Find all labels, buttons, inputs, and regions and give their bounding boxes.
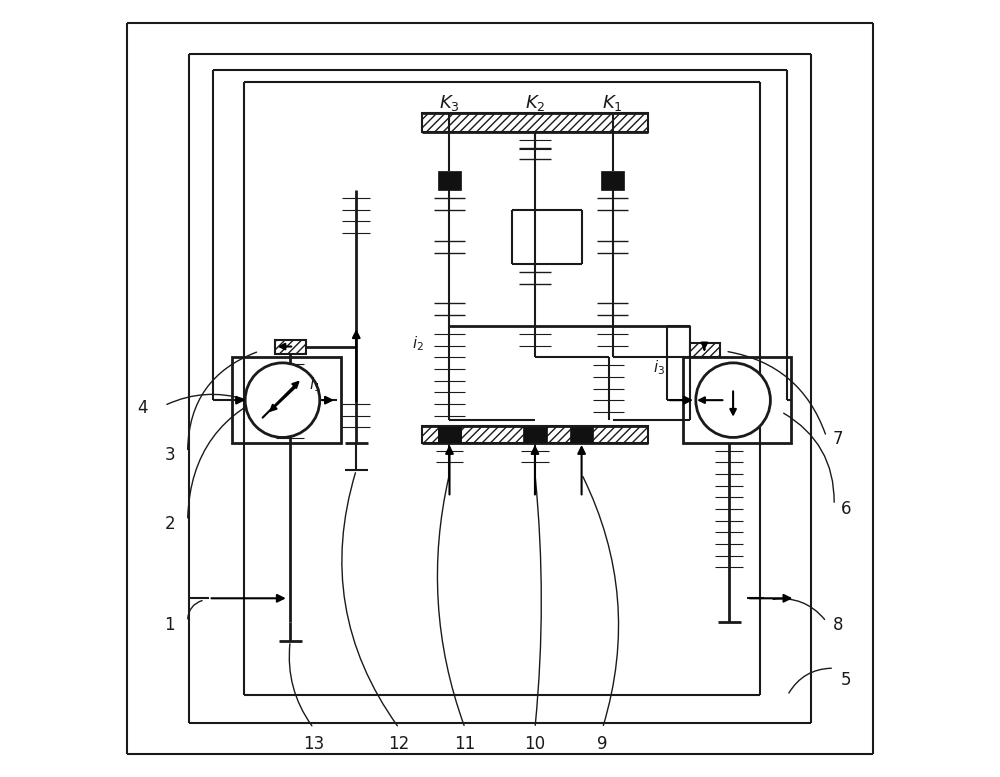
Text: 6: 6 bbox=[841, 500, 851, 518]
Bar bbox=[422, 113, 648, 132]
Bar bbox=[690, 343, 720, 357]
Bar bbox=[422, 426, 648, 443]
Text: $i_1$: $i_1$ bbox=[309, 375, 321, 394]
Bar bbox=[232, 357, 341, 443]
Text: 2: 2 bbox=[164, 515, 175, 534]
Text: 4: 4 bbox=[137, 399, 148, 417]
Text: 13: 13 bbox=[303, 735, 324, 754]
Text: 7: 7 bbox=[833, 430, 843, 448]
Text: 9: 9 bbox=[597, 735, 608, 754]
Bar bbox=[570, 427, 593, 442]
Bar bbox=[523, 427, 547, 442]
Text: 10: 10 bbox=[524, 735, 546, 754]
Bar bbox=[438, 171, 461, 190]
Text: $K_1$: $K_1$ bbox=[602, 92, 623, 113]
Circle shape bbox=[696, 363, 770, 437]
Bar bbox=[438, 427, 461, 442]
Text: 3: 3 bbox=[164, 445, 175, 464]
Circle shape bbox=[245, 363, 320, 437]
Text: 5: 5 bbox=[841, 671, 851, 689]
Text: 8: 8 bbox=[833, 616, 843, 635]
Text: 11: 11 bbox=[454, 735, 476, 754]
Text: $K_2$: $K_2$ bbox=[525, 92, 545, 113]
Bar bbox=[275, 340, 306, 354]
Text: $i_2$: $i_2$ bbox=[412, 334, 424, 353]
Text: $i_3$: $i_3$ bbox=[653, 358, 665, 377]
Text: 12: 12 bbox=[388, 735, 410, 754]
Bar bbox=[438, 427, 461, 442]
Bar bbox=[601, 171, 624, 190]
Bar bbox=[683, 357, 791, 443]
Text: 1: 1 bbox=[164, 616, 175, 635]
Text: $K_3$: $K_3$ bbox=[439, 92, 460, 113]
